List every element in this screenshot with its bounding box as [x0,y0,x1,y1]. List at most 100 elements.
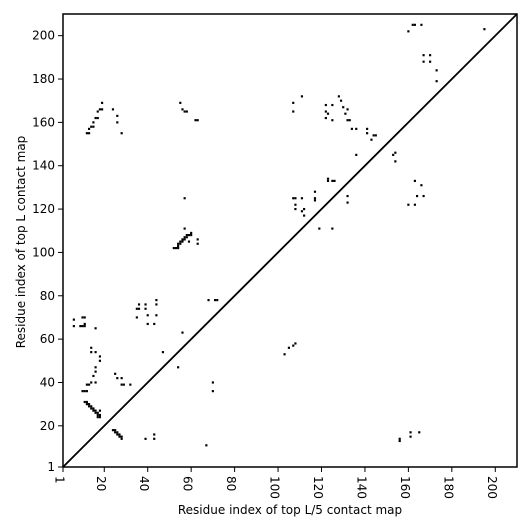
y-tick-label: 80 [40,289,55,303]
contact-point [90,351,93,354]
y-axis-label: Residue index of top L contact map [14,136,28,349]
contact-point [374,134,377,137]
contact-point [144,437,147,440]
contact-point [181,108,184,111]
y-tick-label: 180 [32,72,55,86]
x-tick-label: 80 [224,476,238,491]
contact-point [344,112,347,115]
contact-point [90,405,93,408]
contact-point [398,439,401,443]
contact-point [81,390,84,393]
contact-point [181,240,184,243]
contact-point [146,322,149,326]
contact-point [174,247,178,250]
contact-point [172,247,175,250]
contact-point [303,207,306,211]
contact-point [114,372,117,375]
contact-point [72,318,75,321]
contact-point [331,227,334,230]
contact-point [183,197,186,200]
y-tick-label: 120 [32,202,55,216]
contact-point [346,194,349,198]
contact-point [292,101,295,104]
data-points [72,23,486,447]
contact-point [413,203,416,206]
contact-point [398,437,401,440]
contact-point [483,28,486,31]
contact-point [177,242,180,245]
contact-point [333,179,336,182]
contact-point [350,127,353,130]
x-tick-label: 40 [137,476,151,491]
contact-point [98,355,102,358]
contact-point [85,403,88,406]
contact-point [287,346,290,349]
contact-point [153,437,156,440]
contact-point [94,381,97,384]
contact-point [98,108,102,111]
contact-point [137,303,141,306]
contact-point [196,242,199,245]
contact-point [411,23,414,26]
contact-point [116,433,119,436]
contact-point [292,344,295,347]
contact-point [122,383,125,386]
contact-point [346,108,349,111]
contact-point [346,119,349,122]
contact-point [313,199,317,202]
contact-point [342,106,345,109]
contact-point [94,409,97,412]
contact-point [418,431,421,434]
contact-point [415,194,419,198]
contact-point [87,383,91,386]
contact-point [324,103,327,107]
contact-point [294,197,297,200]
contact-point [120,132,123,135]
contact-point [87,132,91,135]
contact-point [98,413,102,417]
plot-frame [62,13,518,468]
contact-point [313,190,317,193]
contact-point [79,325,82,328]
contact-point [85,400,88,404]
contact-point [98,416,102,419]
contact-point [94,116,97,120]
contact-point [185,110,188,113]
contact-point [429,60,432,63]
contact-point [205,444,208,447]
contact-point [90,346,93,349]
y-tick-label: 40 [40,375,55,389]
contact-point [81,325,84,328]
contact-point [324,116,327,120]
contact-point [185,236,188,239]
contact-point [92,407,95,410]
x-tick-label: 160 [398,476,412,499]
contact-point [339,99,343,102]
contact-point [87,405,91,408]
contact-point [300,210,304,213]
contact-point [83,325,86,328]
x-tick-label: 20 [94,476,108,491]
contact-point [98,359,102,362]
y-tick-label: 200 [32,29,55,43]
contact-point [196,238,199,241]
contact-point [144,303,147,306]
contact-point [94,351,97,354]
contact-point [137,307,141,310]
x-tick-label: 1 [53,476,67,484]
contact-point [120,437,123,440]
y-tick-label: 140 [32,159,55,173]
contact-point [313,197,317,200]
contact-point [94,327,97,330]
contact-point [292,197,295,200]
contact-point [372,134,375,137]
contact-point [300,197,304,200]
contact-point [92,374,95,378]
contact-point [153,433,156,436]
contact-point [211,390,214,393]
contact-point [155,314,158,317]
contact-point [190,231,193,234]
contact-point [337,95,340,98]
contact-point [87,403,91,406]
